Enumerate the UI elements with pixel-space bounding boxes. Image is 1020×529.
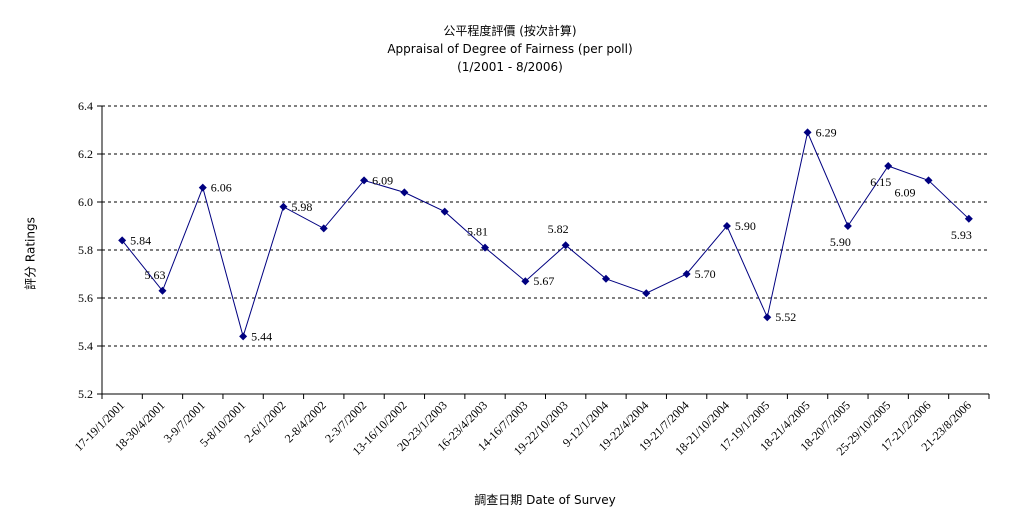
data-label: 5.84 [130, 233, 151, 247]
data-label: 5.52 [775, 310, 796, 324]
data-point-marker [521, 277, 530, 286]
y-tick-label: 5.8 [78, 243, 93, 257]
data-point-marker [440, 207, 449, 216]
data-label: 6.06 [211, 181, 232, 195]
data-point-marker [803, 128, 812, 137]
y-tick-label: 5.6 [78, 291, 93, 305]
data-label: 5.93 [951, 228, 972, 242]
chart-title-block: 公平程度評價 (按次計算) Appraisal of Degree of Fai… [0, 22, 1020, 76]
x-tick-label: 2-8/4/2002 [282, 398, 329, 445]
data-label: 5.44 [251, 329, 272, 343]
chart-subtitle: Appraisal of Degree of Fairness (per pol… [387, 42, 633, 56]
data-point-marker [601, 274, 610, 283]
x-axis-label: 調查日期 Date of Survey [474, 493, 616, 507]
data-label: 5.63 [144, 268, 165, 282]
data-label: 5.67 [533, 274, 554, 288]
data-label: 6.09 [895, 185, 916, 199]
data-point-marker [319, 224, 328, 233]
data-point-marker [279, 202, 288, 211]
data-point-marker [118, 236, 127, 245]
y-tick-label: 6.4 [78, 99, 93, 113]
data-point-marker [722, 222, 731, 230]
data-label: 5.81 [467, 225, 488, 239]
data-point-marker [884, 162, 893, 170]
data-label: 5.90 [830, 235, 851, 249]
chart-period: (1/2001 - 8/2006) [457, 60, 563, 74]
chart-title: 公平程度評價 (按次計算) [443, 24, 577, 38]
data-point-marker [158, 286, 167, 295]
data-point-marker [964, 214, 973, 223]
data-point-marker [682, 270, 691, 278]
data-point-marker [561, 241, 570, 250]
data-point-marker [360, 176, 369, 185]
series-line [121, 130, 970, 339]
data-label: 6.09 [372, 173, 393, 187]
data-point-marker [642, 289, 651, 298]
y-tick-label: 6.2 [78, 147, 93, 161]
data-point-marker [924, 176, 933, 185]
data-point-marker [763, 313, 772, 322]
data-label: 5.70 [695, 267, 716, 281]
x-tick-label: 2-6/1/2002 [241, 398, 288, 445]
data-point-marker [481, 243, 490, 252]
data-label: 6.15 [870, 175, 891, 189]
data-point-marker [198, 183, 207, 192]
y-tick-label: 5.2 [78, 387, 93, 401]
data-point-marker [843, 222, 852, 230]
data-label: 5.98 [291, 200, 312, 214]
data-label: 5.90 [735, 219, 756, 233]
y-tick-label: 6.0 [78, 195, 93, 209]
data-point-marker [239, 332, 248, 341]
y-tick-label: 5.4 [78, 339, 93, 353]
data-point-marker [400, 188, 409, 197]
data-label: 6.29 [816, 125, 837, 139]
data-label: 5.82 [548, 222, 569, 236]
